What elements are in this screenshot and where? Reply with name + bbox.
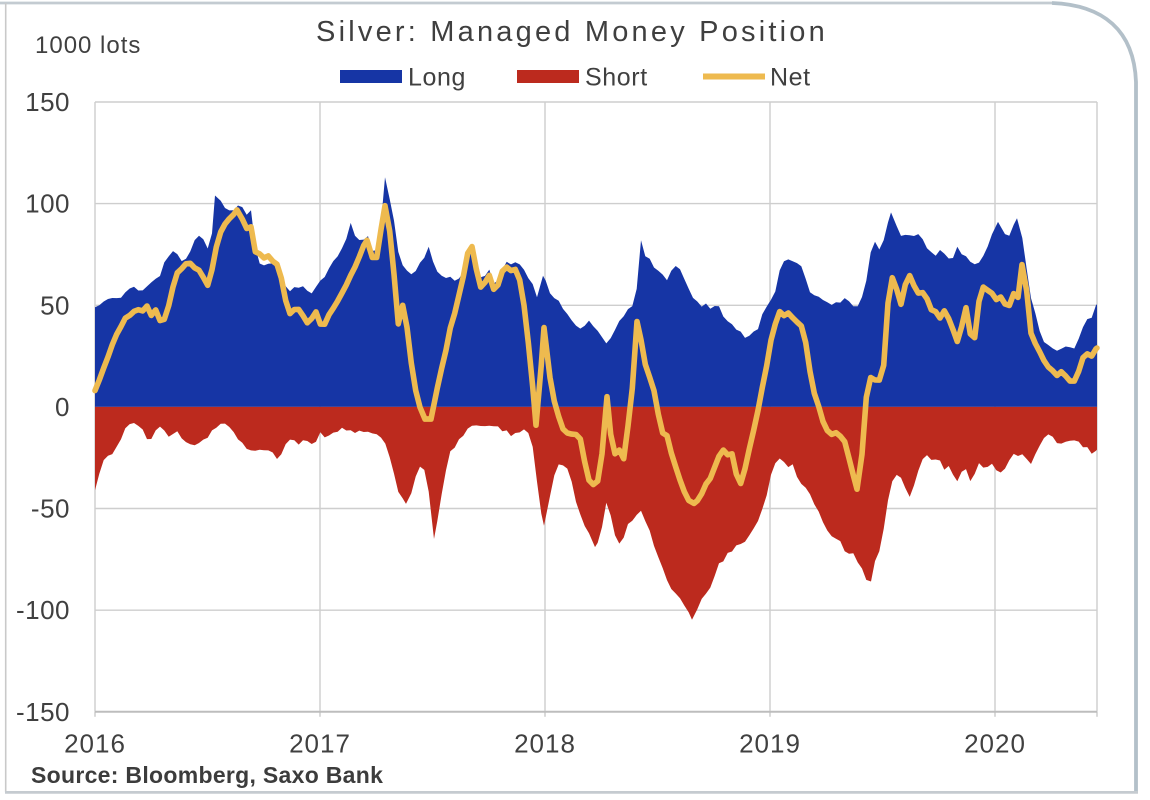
- svg-text:Silver: Managed Money Position: Silver: Managed Money Position: [316, 16, 828, 48]
- svg-text:Short: Short: [585, 64, 648, 92]
- svg-text:-150: -150: [16, 697, 70, 727]
- svg-text:2017: 2017: [289, 729, 351, 759]
- svg-text:-50: -50: [31, 494, 70, 524]
- svg-text:2016: 2016: [64, 729, 126, 759]
- svg-text:2018: 2018: [514, 729, 576, 759]
- svg-text:2020: 2020: [964, 729, 1026, 759]
- svg-text:150: 150: [25, 87, 70, 117]
- svg-text:1000 lots: 1000 lots: [35, 32, 141, 59]
- svg-text:50: 50: [40, 290, 70, 320]
- svg-text:0: 0: [55, 392, 70, 422]
- svg-text:2019: 2019: [739, 729, 801, 759]
- svg-text:Long: Long: [408, 64, 466, 92]
- svg-text:Net: Net: [770, 64, 811, 92]
- svg-text:100: 100: [25, 189, 70, 219]
- svg-text:-100: -100: [16, 595, 70, 625]
- svg-text:Source: Bloomberg, Saxo Bank: Source: Bloomberg, Saxo Bank: [31, 762, 383, 788]
